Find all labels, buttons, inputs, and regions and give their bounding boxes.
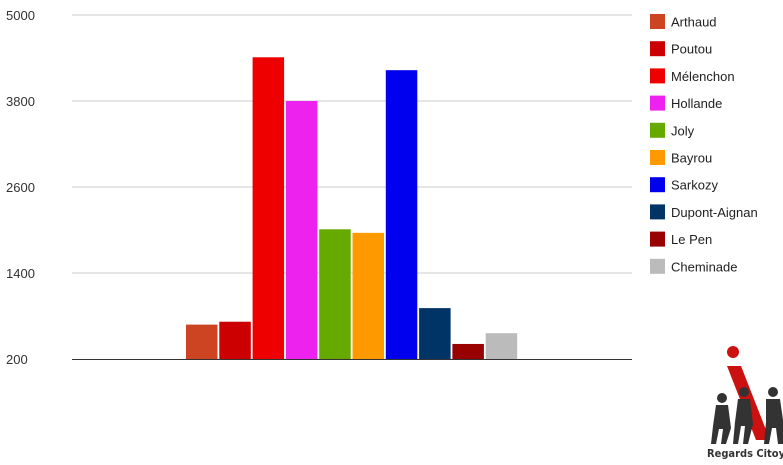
legend-swatch	[650, 177, 665, 193]
legend-label: Sarkozy	[671, 178, 718, 193]
y-axis-ticks: 5000 3800 2600 1400 200	[6, 8, 35, 367]
y-tick-label: 200	[6, 352, 28, 367]
legend-label: Mélenchon	[671, 69, 735, 84]
logo-dot	[727, 346, 739, 358]
legend-label: Arthaud	[671, 15, 717, 30]
legend-swatch	[650, 231, 665, 247]
logo-text: Regards Citoyens	[707, 447, 783, 460]
y-tick-label: 3800	[6, 94, 35, 109]
bar-arthaud	[186, 324, 218, 359]
legend-swatch	[650, 95, 665, 111]
legend-label: Hollande	[671, 96, 722, 111]
y-tick-label: 5000	[6, 8, 35, 23]
legend-label: Cheminade	[671, 259, 738, 274]
bar-m-lenchon	[252, 57, 285, 360]
legend: Arthaud Poutou Mélenchon Hollande Joly Bayrou…	[650, 14, 758, 274]
legend-label: Bayrou	[671, 151, 712, 166]
legend-label: Le Pen	[671, 232, 712, 247]
logo-figures	[711, 387, 783, 444]
bar-bayrou	[352, 232, 384, 359]
legend-swatch	[650, 68, 665, 84]
legend-swatch	[650, 258, 665, 274]
bars	[186, 57, 518, 360]
legend-label: Dupont-Aignan	[671, 205, 758, 220]
legend-label: Joly	[671, 123, 695, 138]
legend-swatch	[650, 150, 665, 165]
bar-joly	[319, 229, 351, 359]
bar-poutou	[219, 321, 251, 359]
bar-sarkozy	[385, 70, 418, 359]
bar-hollande	[285, 101, 318, 359]
legend-swatch	[650, 14, 665, 29]
legend-label: Poutou	[671, 42, 712, 57]
bar-cheminade	[485, 333, 518, 359]
gridlines	[72, 14, 632, 274]
regards-citoyens-logo: Regards Citoyens	[707, 346, 783, 460]
legend-swatch	[650, 204, 665, 220]
legend-swatch	[650, 122, 665, 138]
y-tick-label: 1400	[6, 266, 35, 281]
bar-le-pen	[452, 343, 484, 359]
bar-dupont-aignan	[419, 308, 451, 359]
legend-swatch	[650, 41, 665, 57]
y-tick-label: 2600	[6, 180, 35, 195]
